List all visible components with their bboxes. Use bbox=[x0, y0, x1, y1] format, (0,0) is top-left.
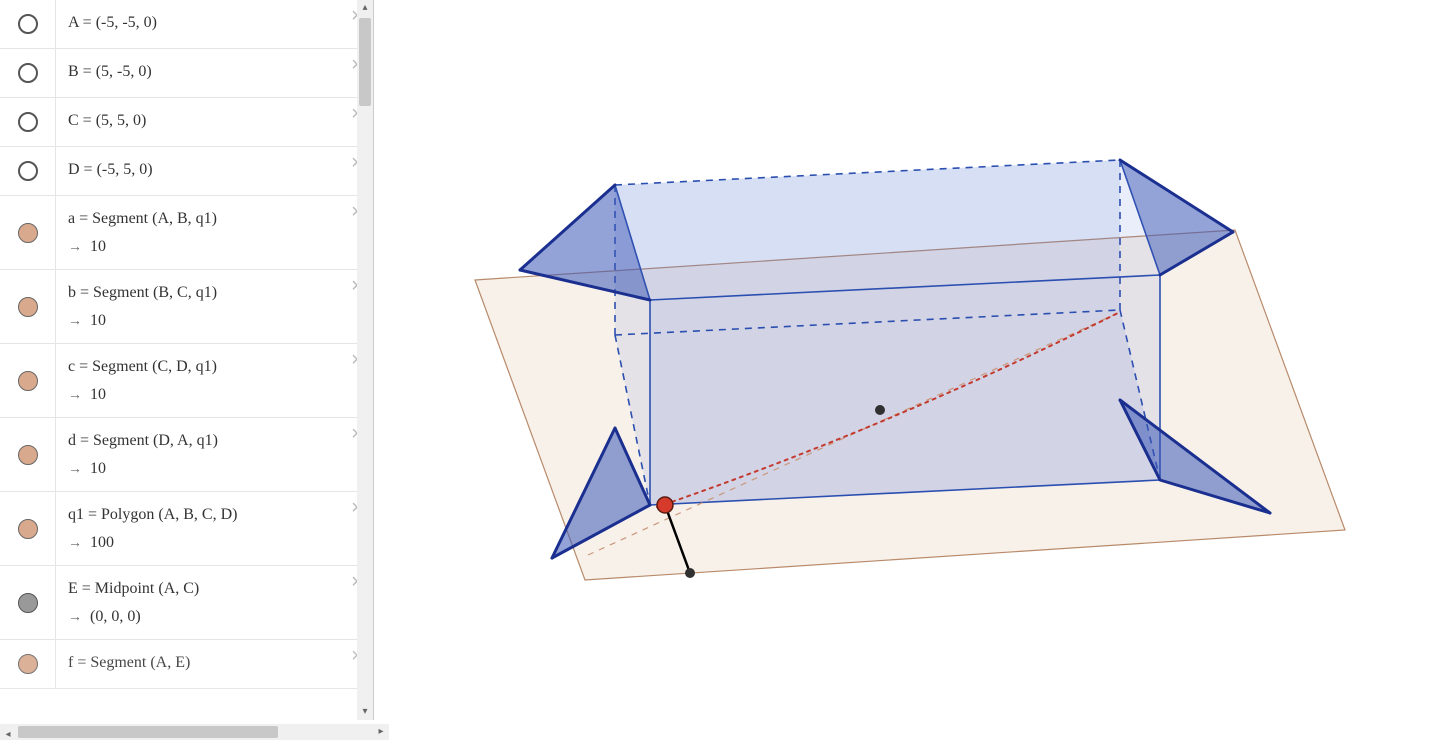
object-definition-cell[interactable]: c = Segment (C, D, q1) → 10 bbox=[56, 344, 373, 417]
point-pivot[interactable] bbox=[657, 497, 673, 513]
object-result-value: 10 bbox=[90, 460, 106, 477]
object-row-d[interactable]: d = Segment (D, A, q1)→10× bbox=[0, 418, 373, 492]
result-arrow-icon: → bbox=[68, 238, 82, 258]
object-result-value: (0, 0, 0) bbox=[90, 608, 141, 625]
visibility-toggle-D[interactable] bbox=[0, 147, 56, 195]
object-result-value: 100 bbox=[90, 534, 114, 551]
object-result-value: 10 bbox=[90, 312, 106, 329]
object-result-value: 10 bbox=[90, 386, 106, 403]
visibility-circle-icon bbox=[18, 519, 38, 539]
scene-svg[interactable] bbox=[390, 0, 1440, 740]
panel-horizontal-scrollbar[interactable]: ◂ ▸ bbox=[0, 724, 389, 740]
result-arrow-icon: → bbox=[68, 608, 82, 628]
object-definition-text: B = (5, -5, 0) bbox=[68, 61, 363, 83]
object-definition-cell[interactable]: D = (-5, 5, 0) bbox=[56, 147, 373, 195]
visibility-circle-icon bbox=[18, 112, 38, 132]
object-row-B[interactable]: B = (5, -5, 0)× bbox=[0, 49, 373, 98]
object-definition-text: A = (-5, -5, 0) bbox=[68, 12, 363, 34]
object-result-text: → 10 bbox=[68, 384, 363, 406]
object-row-C[interactable]: C = (5, 5, 0)× bbox=[0, 98, 373, 147]
visibility-circle-icon bbox=[18, 223, 38, 243]
object-result-text: → 100 bbox=[68, 532, 363, 554]
object-row-a[interactable]: a = Segment (A, B, q1)→10× bbox=[0, 196, 373, 270]
object-row-D[interactable]: D = (-5, 5, 0)× bbox=[0, 147, 373, 196]
visibility-toggle-q1[interactable] bbox=[0, 492, 56, 565]
object-definition-cell[interactable]: B = (5, -5, 0) bbox=[56, 49, 373, 97]
object-result-text: → 10 bbox=[68, 236, 363, 258]
algebra-panel: A = (-5, -5, 0)×B = (5, -5, 0)×C = (5, 5… bbox=[0, 0, 374, 720]
visibility-toggle-C[interactable] bbox=[0, 98, 56, 146]
visibility-toggle-c[interactable] bbox=[0, 344, 56, 417]
object-result-value: 10 bbox=[90, 238, 106, 255]
scroll-left-icon[interactable]: ◂ bbox=[0, 727, 16, 743]
scroll-right-icon[interactable]: ▸ bbox=[373, 724, 389, 740]
object-definition-text: E = Midpoint (A, C) bbox=[68, 578, 363, 600]
object-definition-text: C = (5, 5, 0) bbox=[68, 110, 363, 132]
object-definition-cell[interactable]: q1 = Polygon (A, B, C, D) → 100 bbox=[56, 492, 373, 565]
object-row-f[interactable]: f = Segment (A, E)× bbox=[0, 640, 373, 689]
visibility-toggle-B[interactable] bbox=[0, 49, 56, 97]
visibility-toggle-a[interactable] bbox=[0, 196, 56, 269]
visibility-toggle-A[interactable] bbox=[0, 0, 56, 48]
object-row-E[interactable]: E = Midpoint (A, C)→(0, 0, 0)× bbox=[0, 566, 373, 640]
object-definition-text: c = Segment (C, D, q1) bbox=[68, 356, 363, 378]
object-definition-cell[interactable]: a = Segment (A, B, q1) → 10 bbox=[56, 196, 373, 269]
result-arrow-icon: → bbox=[68, 534, 82, 554]
object-definition-cell[interactable]: C = (5, 5, 0) bbox=[56, 98, 373, 146]
prism-face bbox=[615, 160, 1120, 335]
object-definition-cell[interactable]: A = (-5, -5, 0) bbox=[56, 0, 373, 48]
vertical-scroll-thumb[interactable] bbox=[359, 18, 371, 106]
object-definition-text: a = Segment (A, B, q1) bbox=[68, 208, 363, 230]
object-result-text: → 10 bbox=[68, 310, 363, 332]
visibility-circle-icon bbox=[18, 14, 38, 34]
object-definition-text: b = Segment (B, C, q1) bbox=[68, 282, 363, 304]
visibility-circle-icon bbox=[18, 161, 38, 181]
object-definition-text: D = (-5, 5, 0) bbox=[68, 159, 363, 181]
object-definition-cell[interactable]: E = Midpoint (A, C) → (0, 0, 0) bbox=[56, 566, 373, 639]
object-result-text: → (0, 0, 0) bbox=[68, 606, 363, 628]
object-row-b[interactable]: b = Segment (B, C, q1)→10× bbox=[0, 270, 373, 344]
visibility-circle-icon bbox=[18, 445, 38, 465]
object-definition-cell[interactable]: b = Segment (B, C, q1) → 10 bbox=[56, 270, 373, 343]
object-definition-cell[interactable]: f = Segment (A, E) bbox=[56, 640, 373, 688]
visibility-circle-icon bbox=[18, 371, 38, 391]
result-arrow-icon: → bbox=[68, 386, 82, 406]
result-arrow-icon: → bbox=[68, 312, 82, 332]
object-row-c[interactable]: c = Segment (C, D, q1)→10× bbox=[0, 344, 373, 418]
visibility-toggle-f[interactable] bbox=[0, 640, 56, 688]
scroll-down-icon[interactable]: ▾ bbox=[357, 704, 373, 720]
object-list: A = (-5, -5, 0)×B = (5, -5, 0)×C = (5, 5… bbox=[0, 0, 373, 689]
object-definition-text: q1 = Polygon (A, B, C, D) bbox=[68, 504, 363, 526]
point-mid[interactable] bbox=[875, 405, 885, 415]
graphics-3d-view[interactable] bbox=[390, 0, 1440, 740]
object-row-q1[interactable]: q1 = Polygon (A, B, C, D)→100× bbox=[0, 492, 373, 566]
visibility-circle-icon bbox=[18, 297, 38, 317]
visibility-toggle-d[interactable] bbox=[0, 418, 56, 491]
horizontal-scroll-thumb[interactable] bbox=[18, 726, 278, 738]
object-definition-cell[interactable]: d = Segment (D, A, q1) → 10 bbox=[56, 418, 373, 491]
visibility-toggle-E[interactable] bbox=[0, 566, 56, 639]
scroll-up-icon[interactable]: ▴ bbox=[357, 0, 373, 16]
visibility-toggle-b[interactable] bbox=[0, 270, 56, 343]
object-definition-text: f = Segment (A, E) bbox=[68, 652, 363, 674]
result-arrow-icon: → bbox=[68, 460, 82, 480]
visibility-circle-icon bbox=[18, 63, 38, 83]
object-result-text: → 10 bbox=[68, 458, 363, 480]
visibility-circle-icon bbox=[18, 654, 38, 674]
panel-vertical-scrollbar[interactable]: ▴ ▾ bbox=[357, 0, 373, 720]
object-row-A[interactable]: A = (-5, -5, 0)× bbox=[0, 0, 373, 49]
visibility-circle-icon bbox=[18, 593, 38, 613]
point-handle-end[interactable] bbox=[685, 568, 695, 578]
object-definition-text: d = Segment (D, A, q1) bbox=[68, 430, 363, 452]
